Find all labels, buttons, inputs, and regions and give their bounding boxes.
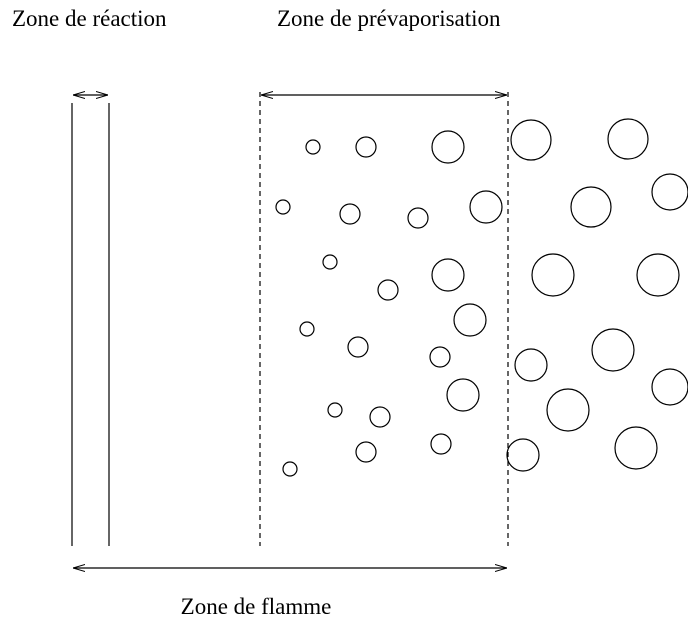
droplet <box>614 426 658 470</box>
droplet <box>275 199 291 215</box>
label-prevaporisation: Zone de prévaporisation <box>277 6 501 31</box>
droplet <box>453 303 487 337</box>
prevaporisation-zone <box>259 92 509 546</box>
droplet <box>506 438 540 472</box>
droplet <box>469 190 503 224</box>
droplet <box>430 433 452 455</box>
droplet <box>651 368 688 406</box>
droplet <box>546 388 590 432</box>
droplet <box>347 336 369 358</box>
label-flamme: Zone de flamme <box>181 594 332 618</box>
droplet <box>570 186 612 228</box>
droplet <box>327 402 343 418</box>
droplet <box>305 139 321 155</box>
droplet <box>514 348 548 382</box>
droplet <box>531 253 575 297</box>
droplet <box>322 254 338 270</box>
droplet <box>355 441 377 463</box>
droplet <box>446 378 480 412</box>
droplet <box>651 173 688 211</box>
reaction-zone <box>71 95 110 546</box>
droplet <box>607 118 649 160</box>
droplet <box>431 258 465 292</box>
droplet <box>407 207 429 229</box>
droplet <box>377 279 399 301</box>
droplet <box>431 130 465 164</box>
droplet <box>591 328 635 372</box>
droplet <box>369 406 391 428</box>
droplet <box>339 203 361 225</box>
droplet <box>429 346 451 368</box>
droplet <box>636 253 680 297</box>
droplet <box>282 461 298 477</box>
droplet <box>510 119 552 161</box>
droplets <box>275 118 688 477</box>
droplet <box>355 136 377 158</box>
droplet <box>299 321 315 337</box>
label-reaction: Zone de réaction <box>12 6 167 31</box>
